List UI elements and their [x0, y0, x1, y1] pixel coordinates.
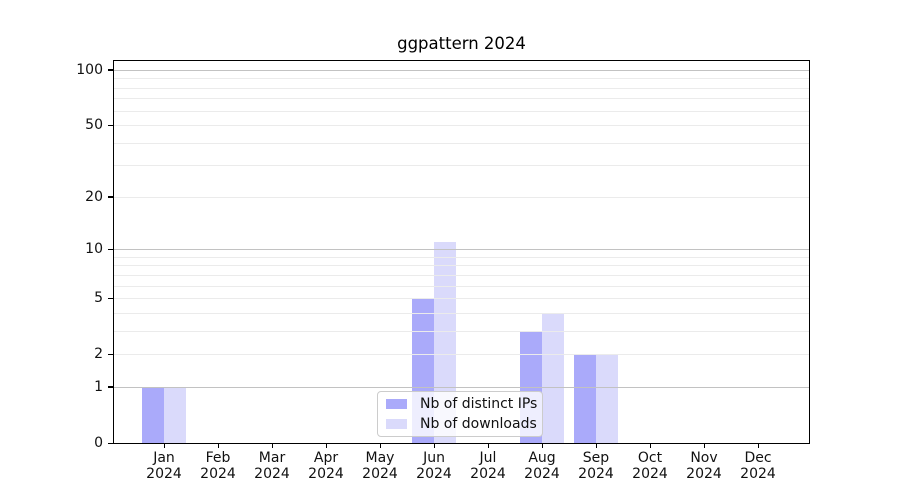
- x-tick-label: Feb 2024: [200, 450, 236, 482]
- minor-gridline: [113, 87, 810, 89]
- y-tick: [108, 442, 113, 444]
- legend-item-downloads: Nb of downloads: [378, 416, 542, 432]
- y-tick-label: 0: [94, 435, 103, 451]
- minor-gridline: [113, 110, 810, 112]
- minor-gridline: [113, 98, 810, 100]
- y-tick: [108, 124, 113, 126]
- x-tick-label: Apr 2024: [308, 450, 344, 482]
- minor-gridline: [113, 312, 810, 314]
- y-tick-label: 2: [94, 346, 103, 363]
- y-tick: [108, 353, 113, 355]
- x-tick: [757, 444, 759, 448]
- legend: Nb of distinct IPs Nb of downloads: [377, 391, 543, 437]
- x-tick-label: Jul 2024: [470, 450, 506, 482]
- x-tick: [703, 444, 705, 448]
- x-tick: [271, 444, 273, 448]
- x-tick-label: Jan 2024: [146, 450, 182, 482]
- x-tick-label: Dec 2024: [740, 450, 776, 482]
- y-tick-label: 1: [94, 378, 103, 395]
- x-tick-label: Sep 2024: [578, 450, 614, 482]
- x-tick-label: Jun 2024: [416, 450, 452, 482]
- bar-aug-downloads: [542, 312, 564, 444]
- bar-jan-distinct-ips: [142, 386, 164, 444]
- x-tick: [217, 444, 219, 448]
- legend-swatch-downloads-icon: [386, 419, 407, 429]
- minor-gridline: [113, 298, 810, 300]
- minor-gridline: [113, 354, 810, 356]
- bar-jan-downloads: [164, 386, 186, 444]
- x-tick-label: Mar 2024: [254, 450, 290, 482]
- bar-sep-distinct-ips: [574, 354, 596, 444]
- minor-gridline: [113, 196, 810, 198]
- y-tick-label: 100: [76, 61, 103, 78]
- y-tick-label: 5: [94, 290, 103, 307]
- x-tick: [325, 444, 327, 448]
- y-tick: [108, 297, 113, 299]
- x-tick-label: May 2024: [362, 450, 398, 482]
- minor-gridline: [113, 330, 810, 332]
- legend-item-distinct-ips: Nb of distinct IPs: [378, 396, 542, 412]
- x-tick: [487, 444, 489, 448]
- minor-gridline: [113, 256, 810, 258]
- chart-title: ggpattern 2024: [397, 34, 526, 53]
- major-gridline: [113, 69, 810, 71]
- x-tick-label: Aug 2024: [524, 450, 560, 482]
- x-tick: [163, 444, 165, 448]
- y-tick-label: 50: [85, 117, 103, 134]
- x-tick: [379, 444, 381, 448]
- legend-label-downloads: Nb of downloads: [420, 416, 537, 432]
- minor-gridline: [113, 165, 810, 167]
- y-tick: [108, 196, 113, 198]
- x-tick: [541, 444, 543, 448]
- y-tick: [108, 248, 113, 250]
- bar-sep-downloads: [596, 354, 618, 444]
- minor-gridline: [113, 265, 810, 267]
- x-tick: [649, 444, 651, 448]
- minor-gridline: [113, 274, 810, 276]
- major-gridline: [113, 249, 810, 251]
- legend-swatch-distinct-ips-icon: [386, 399, 407, 409]
- major-gridline: [113, 386, 810, 388]
- y-tick-label: 20: [85, 188, 103, 205]
- x-tick-label: Oct 2024: [632, 450, 668, 482]
- y-tick: [108, 386, 113, 388]
- minor-gridline: [113, 78, 810, 80]
- x-tick: [433, 444, 435, 448]
- legend-label-distinct-ips: Nb of distinct IPs: [420, 396, 538, 412]
- minor-gridline: [113, 125, 810, 126]
- y-tick-label: 10: [85, 241, 103, 258]
- x-tick-label: Nov 2024: [686, 450, 722, 482]
- minor-gridline: [113, 285, 810, 287]
- x-tick: [595, 444, 597, 448]
- y-tick: [108, 69, 113, 71]
- minor-gridline: [113, 142, 810, 144]
- plot-area: Nb of distinct IPs Nb of downloads: [113, 60, 810, 444]
